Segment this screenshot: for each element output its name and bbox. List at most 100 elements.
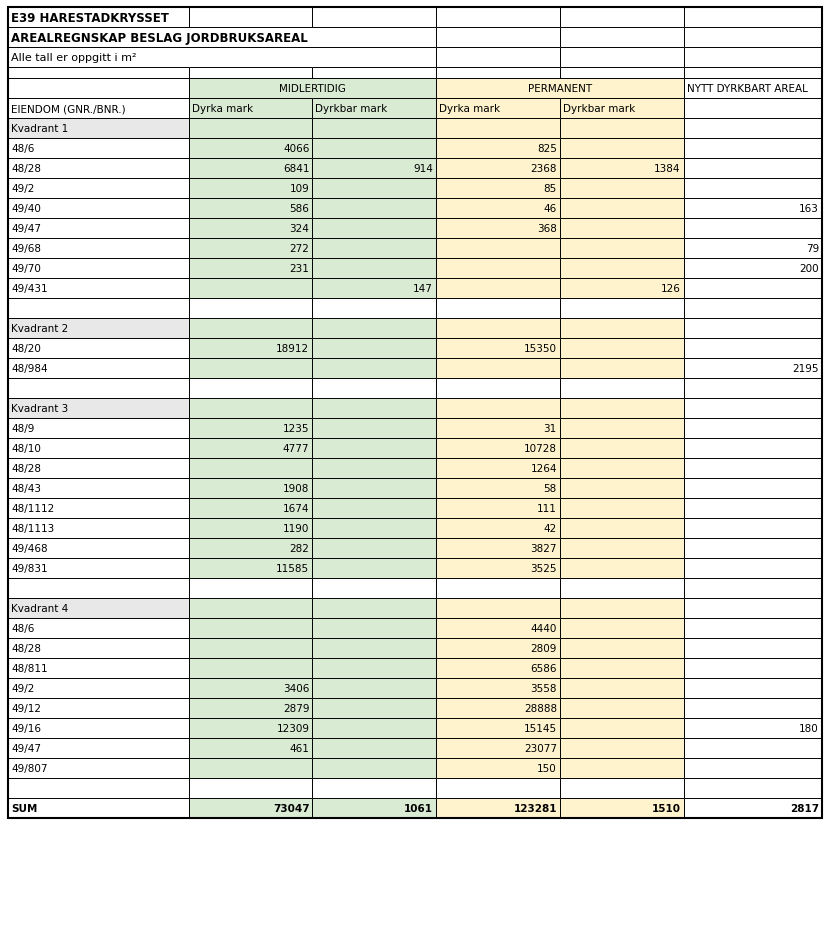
Bar [188,579,312,599]
Bar [188,619,312,639]
Bar [684,519,822,539]
Bar [560,119,684,139]
Bar [436,259,560,279]
Bar [188,79,436,99]
Bar [8,299,188,319]
Bar [560,119,684,139]
Bar [8,698,188,718]
Bar [560,239,684,259]
Bar [684,539,822,559]
Bar [188,419,312,439]
Bar [684,48,822,68]
Bar [188,459,312,479]
Bar [560,798,684,818]
Bar [436,48,560,68]
Text: 2368: 2368 [530,164,557,174]
Bar [436,519,560,539]
Bar [8,579,188,599]
Bar [8,758,188,778]
Bar [560,159,684,179]
Bar [684,239,822,259]
Bar [312,778,436,798]
Bar [188,319,312,339]
Text: 48/6: 48/6 [11,144,34,154]
Bar [684,499,822,519]
Bar [188,219,312,239]
Bar [188,99,312,119]
Bar [684,8,822,28]
Bar [436,599,560,619]
Bar [560,379,684,399]
Bar [436,139,560,159]
Bar [684,279,822,299]
Text: 49/2: 49/2 [11,184,34,194]
Bar [684,48,822,68]
Bar [684,339,822,359]
Text: 23077: 23077 [524,744,557,753]
Bar [684,619,822,639]
Bar [684,698,822,718]
Text: 1264: 1264 [530,464,557,473]
Text: 48/10: 48/10 [11,444,41,453]
Bar [684,28,822,48]
Bar [188,659,312,678]
Bar [684,379,822,399]
Bar [312,99,436,119]
Bar [560,678,684,698]
Bar [684,28,822,48]
Bar [436,259,560,279]
Bar [8,419,188,439]
Bar [188,738,312,758]
Text: 49/831: 49/831 [11,564,47,573]
Bar [436,399,560,419]
Bar [436,199,560,219]
Text: 31: 31 [544,424,557,433]
Bar [8,559,188,579]
Bar [684,639,822,659]
Text: 272: 272 [290,244,310,254]
Bar [312,579,436,599]
Text: 109: 109 [290,184,310,194]
Bar [684,678,822,698]
Text: 79: 79 [806,244,819,254]
Bar [436,599,560,619]
Bar [8,119,188,139]
Bar [436,539,560,559]
Bar [436,499,560,519]
Bar [312,639,436,659]
Bar [8,599,188,619]
Bar [8,99,188,119]
Bar [436,579,560,599]
Bar [8,659,188,678]
Bar [436,718,560,738]
Bar [684,199,822,219]
Bar [560,539,684,559]
Bar [8,399,188,419]
Bar [436,698,560,718]
Bar [436,159,560,179]
Bar [188,798,312,818]
Bar [8,778,188,798]
Bar [560,179,684,199]
Bar [8,439,188,459]
Bar [8,259,188,279]
Bar [8,479,188,499]
Bar [560,48,684,68]
Bar [312,439,436,459]
Bar [8,519,188,539]
Text: 49/68: 49/68 [11,244,41,254]
Bar [684,219,822,239]
Text: 914: 914 [413,164,433,174]
Bar [436,8,560,28]
Text: 1190: 1190 [283,524,310,533]
Bar [436,339,560,359]
Bar [188,539,312,559]
Text: 12309: 12309 [276,724,310,733]
Bar [436,279,560,299]
Bar [560,359,684,379]
Bar [8,359,188,379]
Text: 1235: 1235 [283,424,310,433]
Bar [188,179,312,199]
Text: 231: 231 [290,264,310,274]
Bar [312,219,436,239]
